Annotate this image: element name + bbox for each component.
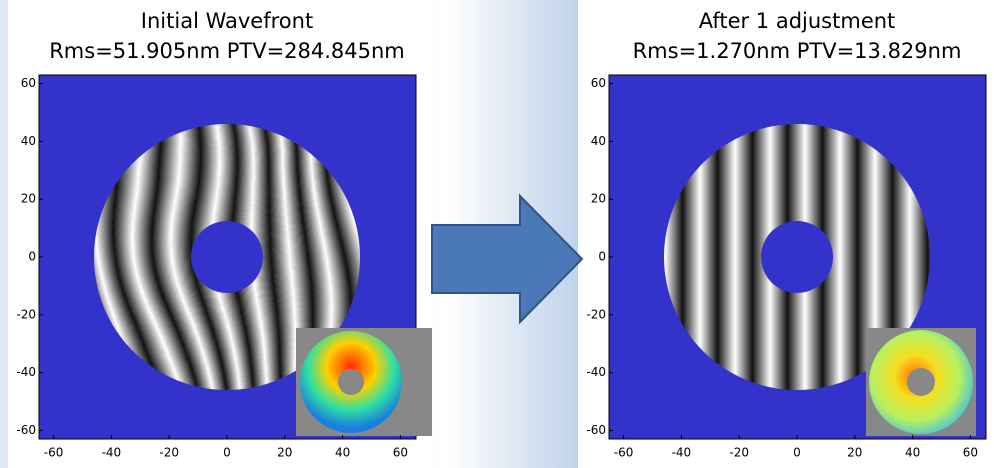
y-tick-label: -40 bbox=[586, 365, 606, 379]
x-tick-label: 20 bbox=[847, 446, 862, 460]
x-tick-label: -60 bbox=[614, 446, 634, 460]
x-tick-label: 20 bbox=[277, 446, 292, 460]
x-tick-label: -20 bbox=[159, 446, 179, 460]
y-tick-label: 20 bbox=[591, 192, 606, 206]
x-tick-label: 0 bbox=[223, 446, 231, 460]
x-tick-label: 40 bbox=[905, 446, 920, 460]
x-tick-label: 0 bbox=[793, 446, 801, 460]
y-tick-label: -60 bbox=[586, 423, 606, 437]
arrow bbox=[432, 196, 582, 322]
x-tick-label: 40 bbox=[335, 446, 350, 460]
x-tick-label: -20 bbox=[729, 446, 749, 460]
x-tick-label: -60 bbox=[44, 446, 64, 460]
y-tick-label: 40 bbox=[21, 134, 36, 148]
y-tick-label: -60 bbox=[16, 423, 36, 437]
y-tick-label: 20 bbox=[21, 192, 36, 206]
inset-hole bbox=[907, 368, 935, 396]
panel-title: Initial Wavefront bbox=[141, 9, 313, 33]
y-tick-label: 60 bbox=[21, 76, 36, 90]
panel-subtitle: Rms=1.270nm PTV=13.829nm bbox=[633, 39, 962, 63]
y-tick-label: 0 bbox=[598, 250, 606, 264]
panel-title: After 1 adjustment bbox=[699, 9, 896, 33]
y-tick-label: -40 bbox=[16, 365, 36, 379]
inset-hole bbox=[338, 369, 364, 395]
figure: Initial Wavefront Rms=51.905nm PTV=284.84… bbox=[0, 0, 994, 468]
page: Initial Wavefront Rms=51.905nm PTV=284.84… bbox=[0, 0, 994, 468]
y-tick-label: 40 bbox=[591, 134, 606, 148]
panel-subtitle: Rms=51.905nm PTV=284.845nm bbox=[49, 39, 405, 63]
y-tick-label: -20 bbox=[586, 307, 606, 321]
y-tick-label: -20 bbox=[16, 307, 36, 321]
x-tick-label: -40 bbox=[102, 446, 122, 460]
y-tick-label: 0 bbox=[28, 250, 36, 264]
y-tick-label: 60 bbox=[591, 76, 606, 90]
x-tick-label: -40 bbox=[672, 446, 692, 460]
x-tick-label: 60 bbox=[963, 446, 978, 460]
x-tick-label: 60 bbox=[393, 446, 408, 460]
